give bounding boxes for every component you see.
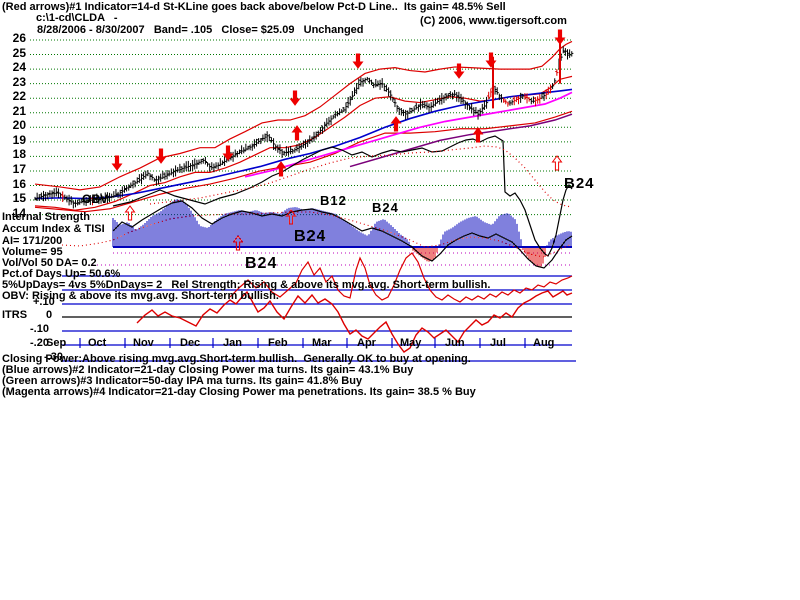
month-label: Sep: [46, 337, 67, 349]
month-label: Jul: [490, 337, 506, 349]
series-tisi: [112, 200, 573, 269]
buy-arrow-icon: [232, 235, 244, 251]
series-obv: [112, 135, 573, 257]
buy-arrow-icon: [275, 161, 287, 177]
series-obv_ma: [149, 145, 573, 208]
file-path: c:\1-cd\CLDA -: [36, 12, 118, 24]
sell-arrow-icon: [485, 52, 497, 68]
price-tick-label: 19: [12, 132, 26, 147]
itrs-tick-m20: -.20: [30, 337, 49, 349]
stat-ai: AI= 171/200: [2, 235, 63, 247]
series-lower_band: [34, 110, 573, 213]
price-tick-label: 18: [12, 147, 26, 162]
itrs-tick-0: 0: [46, 309, 53, 321]
month-label: Jun: [445, 337, 465, 349]
price-tick-label: 25: [12, 45, 26, 60]
indicator3-green-arrows: (Green arrows)#3 Indicator=50-day IPA ma…: [2, 375, 363, 387]
series-rel_strength: [229, 252, 573, 303]
stat-obv-status: OBV: Rising & above its mvg.avg. Short-t…: [2, 290, 279, 302]
sell-arrow-icon: [111, 155, 123, 171]
buy-arrow-icon: [285, 209, 297, 225]
stat-volume: Volume= 95: [2, 246, 63, 258]
price-tick-label: 26: [12, 31, 26, 45]
chart-annotation-b24: B24: [245, 255, 278, 272]
buy-arrow-icon: [291, 125, 303, 141]
stat-pct-days-up: Pct.of Days Up= 50.6%: [2, 268, 121, 280]
price-tick-label: 17: [12, 161, 26, 176]
sell-arrow-icon: [554, 29, 566, 45]
sell-arrow-icon: [222, 145, 234, 161]
sell-arrow-icon: [155, 148, 167, 164]
stat-volvol: Vol/Vol 50 DA= 0.2: [2, 257, 97, 269]
month-label: Nov: [133, 337, 154, 349]
itrs-tick-m10: -.10: [30, 323, 49, 335]
chart-annotation-b24: B24: [294, 228, 327, 245]
series-itrs_line: [136, 290, 573, 353]
month-label: May: [400, 337, 422, 349]
stat-accum-index: Accum Index & TISI: [2, 223, 105, 235]
chart-annotation-b24: B24: [564, 175, 595, 192]
indicator2-blue-arrows: (Blue arrows)#2 Indicator=21-day Closing…: [2, 364, 414, 376]
itrs-tick-m30: -.30: [44, 351, 63, 363]
month-label: Feb: [268, 337, 288, 349]
date-band-close: 8/28/2006 - 8/30/2007 Band= .105 Close= …: [37, 24, 364, 36]
price-tick-label: 20: [12, 118, 26, 133]
copyright: (C) 2006, www.tigersoft.com: [420, 15, 567, 27]
stat-internal-strength: Internal Strength: [2, 211, 91, 223]
price-tick-label: 14: [12, 205, 26, 220]
price-tick-label: 22: [12, 89, 26, 104]
buy-arrow-icon: [551, 155, 563, 171]
sell-arrow-icon: [289, 90, 301, 106]
month-label: Mar: [312, 337, 332, 349]
series-ma_purple: [349, 113, 573, 168]
buy-arrow-icon: [390, 116, 402, 132]
month-label: Aug: [533, 337, 555, 349]
sell-arrow-icon: [352, 53, 364, 69]
indicator1-title: (Red arrows)#1 Indicator=14-d St-KLine g…: [2, 1, 506, 13]
price-tick-label: 16: [12, 176, 26, 191]
itrs-label: ITRS: [2, 309, 28, 321]
price-tick-label: 24: [12, 60, 26, 75]
month-label: Dec: [180, 337, 201, 349]
closing-power-status: Closing Power:Above rising mvg.avg.Short…: [2, 353, 471, 365]
buy-arrow-icon: [124, 205, 136, 221]
month-label: Jan: [223, 337, 242, 349]
obv-label: OBV: [82, 192, 109, 206]
price-tick-label: 21: [12, 103, 26, 118]
indicator4-magenta-arrows: (Magenta arrows)#4 Indicator=21-day Clos…: [2, 386, 476, 398]
chart-annotation-b24: B24: [372, 200, 399, 215]
buy-arrow-icon: [472, 127, 484, 143]
sell-arrow-icon: [453, 63, 465, 79]
price-tick-label: 15: [12, 191, 26, 206]
itrs-tick-p10: +.10: [33, 296, 55, 308]
chart-annotation-b12: B12: [320, 193, 347, 208]
series-ma_magenta: [244, 91, 573, 178]
stat-updays-relstrength: 5%UpDays= 4vs 5%DnDays= 2 Rel Strength: …: [2, 279, 491, 291]
price-tick-label: 23: [12, 74, 26, 89]
month-label: Oct: [88, 337, 107, 349]
month-label: Apr: [357, 337, 376, 349]
series-upper_band: [34, 40, 573, 191]
